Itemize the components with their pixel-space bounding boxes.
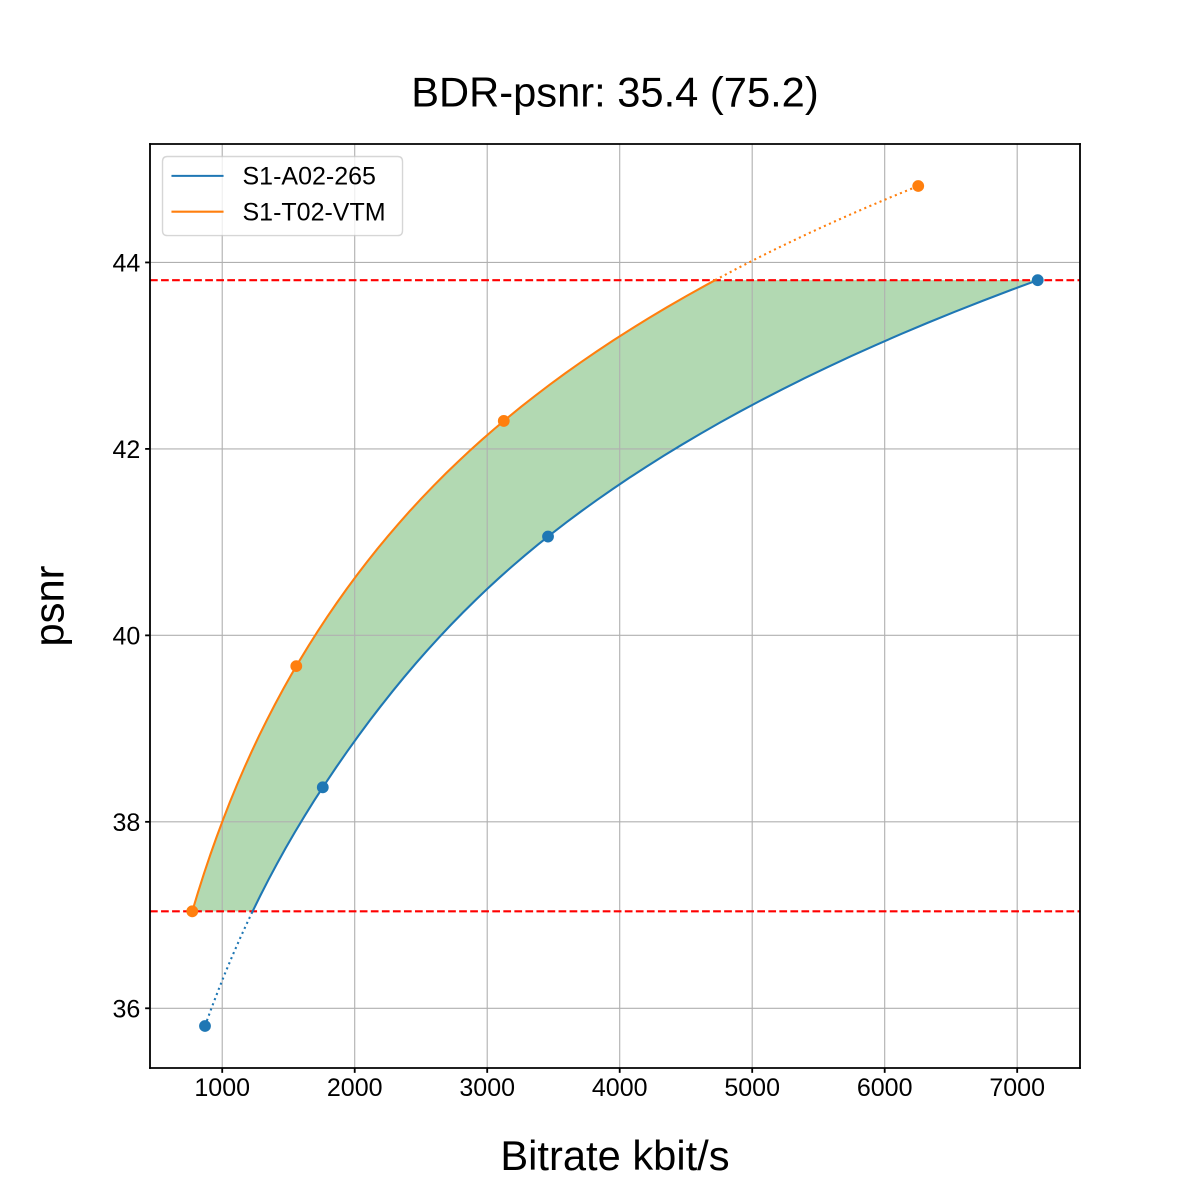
svg-text:38: 38: [112, 809, 140, 837]
svg-text:5000: 5000: [724, 1074, 780, 1102]
svg-text:44: 44: [112, 250, 140, 278]
svg-text:3000: 3000: [459, 1074, 515, 1102]
svg-text:S1-T02-VTM: S1-T02-VTM: [243, 198, 386, 226]
svg-text:36: 36: [112, 995, 140, 1023]
svg-text:6000: 6000: [857, 1074, 913, 1102]
svg-text:2000: 2000: [327, 1074, 383, 1102]
svg-text:1000: 1000: [194, 1074, 250, 1102]
svg-text:Bitrate kbit/s: Bitrate kbit/s: [500, 1132, 729, 1179]
svg-text:4000: 4000: [592, 1074, 648, 1102]
svg-text:7000: 7000: [989, 1074, 1045, 1102]
svg-text:40: 40: [112, 622, 140, 650]
svg-text:42: 42: [112, 436, 140, 464]
svg-text:BDR-psnr: 35.4 (75.2): BDR-psnr: 35.4 (75.2): [411, 69, 818, 116]
svg-text:S1-A02-265: S1-A02-265: [243, 163, 376, 191]
svg-text:psnr: psnr: [26, 565, 73, 646]
